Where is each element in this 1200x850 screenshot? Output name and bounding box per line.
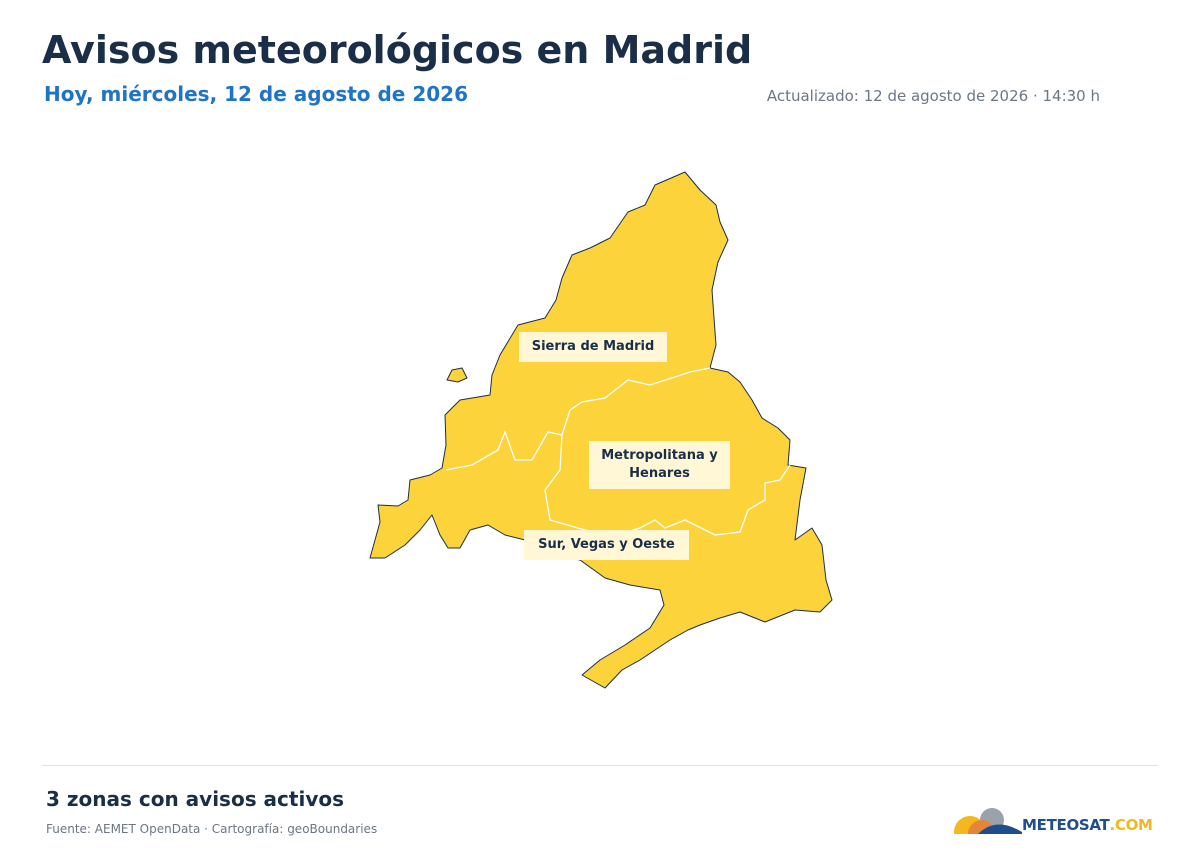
logo-text: METEOSAT [1022, 816, 1110, 834]
region-outline [369, 171, 833, 689]
zone-label: Sur, Vegas y Oeste [524, 530, 689, 560]
divider [42, 765, 1158, 766]
zone-label: Metropolitana y Henares [589, 441, 730, 489]
title: Avisos meteorológicos en Madrid [42, 28, 753, 72]
logo-icon [954, 808, 1022, 834]
island [446, 367, 468, 383]
summary: 3 zonas con avisos activos [46, 787, 345, 811]
zone-border [544, 434, 791, 536]
zone-label: Sierra de Madrid [519, 332, 667, 362]
logo[interactable]: METEOSAT.COM [1022, 816, 1153, 834]
map [369, 171, 833, 689]
subtitle: Hoy, miércoles, 12 de agosto de 2026 [44, 82, 468, 106]
updated: Actualizado: 12 de agosto de 2026 · 14:3… [766, 87, 1100, 105]
logo-suffix: .COM [1109, 816, 1153, 834]
source: Fuente: AEMET OpenData · Cartografía: ge… [46, 822, 378, 836]
